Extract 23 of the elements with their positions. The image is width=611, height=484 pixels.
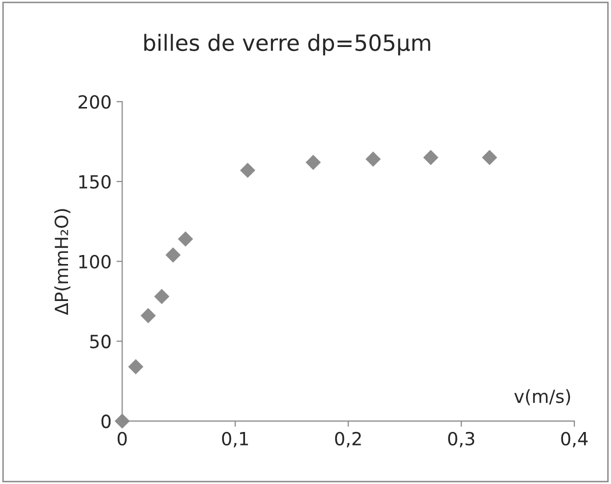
y-tick-label: 100 [79, 254, 111, 268]
y-tick-label: 50 [90, 334, 111, 348]
x-tick-label: 0,1 [222, 432, 248, 448]
x-tick-label: 0,2 [335, 432, 361, 448]
point [154, 288, 170, 304]
y-axis-title: ΔP(mmH₂O) [54, 209, 70, 315]
x-tick-label: 0,3 [448, 432, 474, 448]
point [178, 231, 194, 247]
point [423, 150, 438, 166]
x-axis-title: v(m/s) [514, 389, 570, 406]
y-tick-label: 0 [101, 414, 111, 428]
point [240, 162, 256, 178]
chart-title: billes de verre dp=505µm [144, 34, 430, 56]
point [165, 247, 181, 263]
y-tick-label: 150 [79, 174, 111, 189]
y-tick-label: 200 [78, 95, 111, 109]
point [140, 308, 156, 324]
point [482, 150, 498, 166]
x-tick-label: 0,4 [561, 432, 588, 448]
point [306, 154, 321, 170]
x-tick-label: 0 [118, 432, 127, 446]
point [128, 359, 144, 374]
point [366, 152, 381, 167]
